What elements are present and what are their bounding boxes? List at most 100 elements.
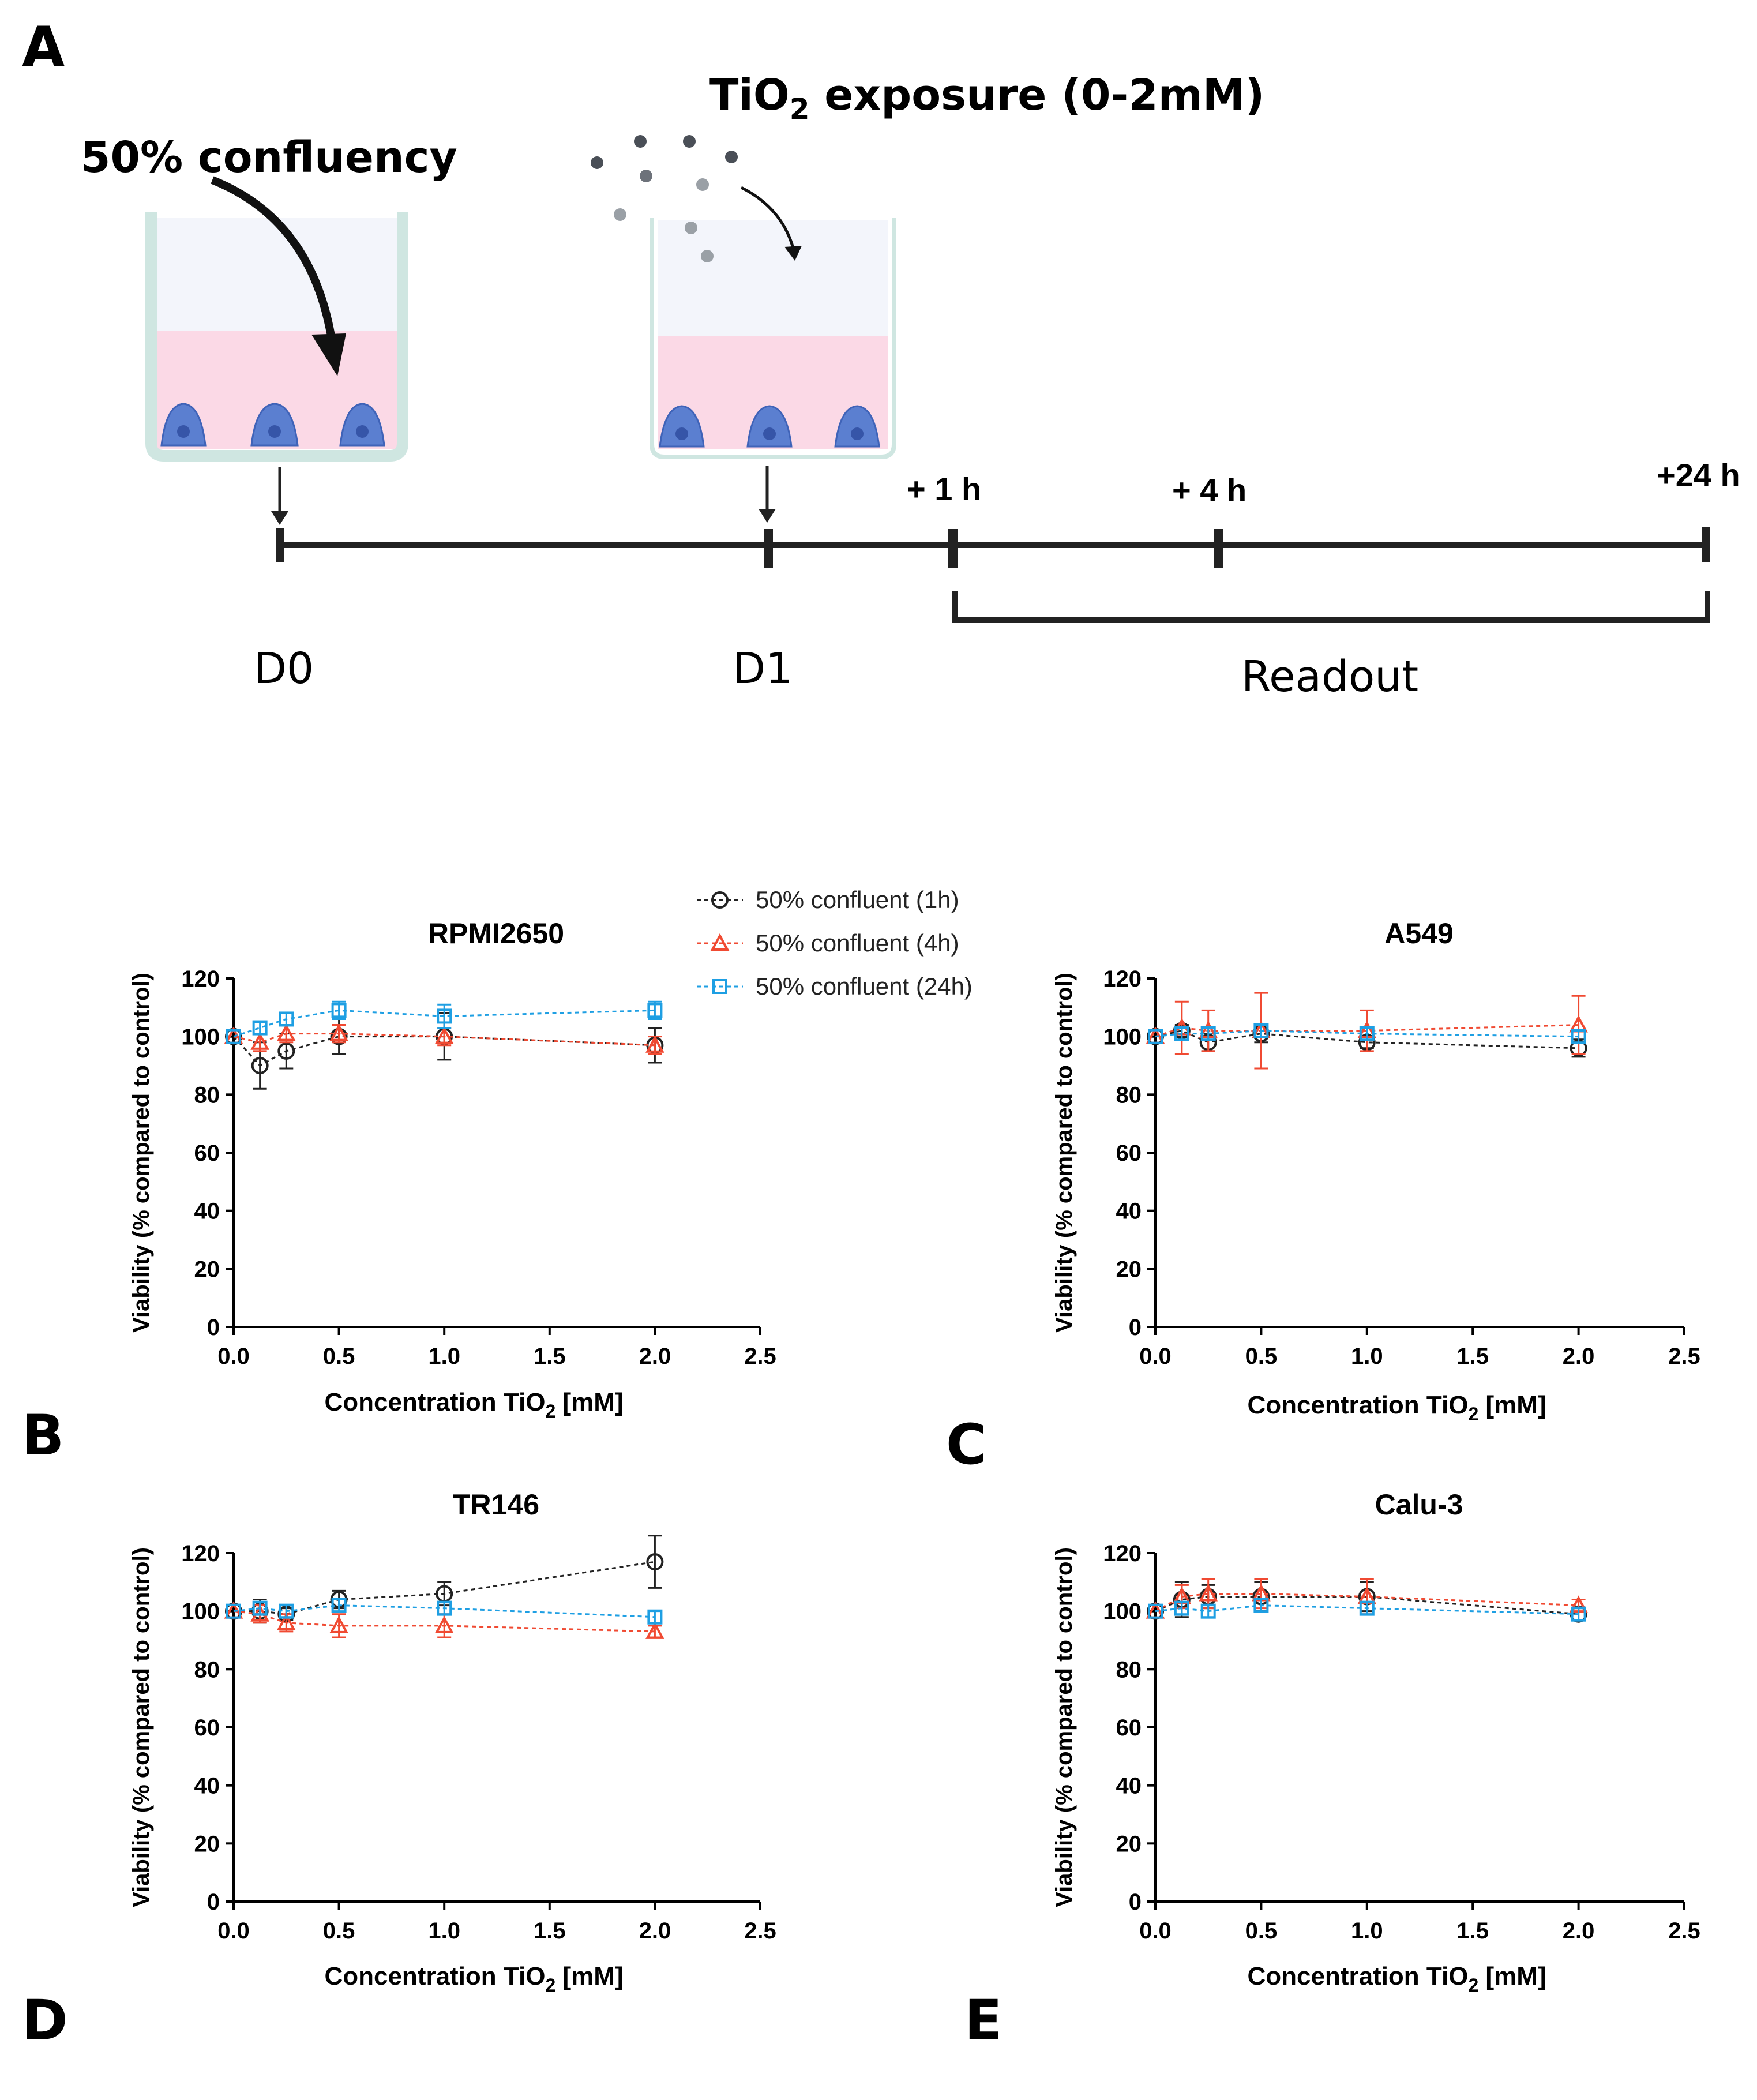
- data-point: [329, 1615, 348, 1633]
- data-point: [277, 1042, 295, 1060]
- data-point: [647, 1609, 663, 1625]
- data-point: [434, 1026, 454, 1044]
- readout-label: Readout: [1241, 652, 1419, 702]
- cell-nucleus: [851, 427, 864, 440]
- cell: [659, 405, 705, 448]
- cells: [659, 405, 880, 448]
- data-point: [437, 1600, 452, 1616]
- x-tick-label: 1.5: [534, 1344, 566, 1369]
- exposure-label-prefix: TiO: [709, 70, 790, 120]
- exposure-label-sub: 2: [789, 92, 810, 126]
- x-tick-label: 2.5: [1668, 1344, 1700, 1369]
- exposure-label-suffix: exposure (0-2mM): [809, 70, 1265, 120]
- series-2: [226, 1000, 663, 1044]
- particle: [696, 178, 709, 191]
- data-point: [1174, 1026, 1189, 1041]
- y-axis-label: Viability (% compared to control): [1052, 1547, 1077, 1907]
- data-point: [1571, 1029, 1586, 1044]
- day-d0-label: D0: [254, 644, 314, 693]
- x-tick-label: 0.0: [217, 1918, 250, 1944]
- chart-tr146: TR146 0 20 40 60 80 100 120 0.0 0.5 1.0 1.5 2.0 2.5 Co…: [129, 1488, 776, 1996]
- series-2: [226, 1597, 663, 1625]
- x-tick-label: 0.0: [1139, 1344, 1172, 1369]
- x-tick-label: 2.0: [639, 1918, 671, 1944]
- well-medium-top: [157, 218, 397, 331]
- panel-letter-d: D: [22, 1988, 68, 2053]
- y-tick-label: 100: [181, 1599, 220, 1625]
- cells: [160, 403, 385, 447]
- x-tick-label: 1.0: [428, 1344, 460, 1369]
- particle: [725, 151, 738, 163]
- series-line: [1155, 1030, 1579, 1049]
- x-tick-label: 1.5: [1456, 1344, 1489, 1369]
- x-tick-label: 0.5: [1245, 1344, 1278, 1369]
- cell-nucleus: [763, 427, 776, 440]
- cell-nucleus: [177, 425, 190, 438]
- data-point: [1359, 1600, 1375, 1616]
- x-axis-label-prefix: Concentration TiO: [324, 1388, 545, 1416]
- data-point: [647, 1003, 663, 1018]
- chart-title: Calu-3: [1375, 1488, 1463, 1521]
- day-d1-label: D1: [733, 644, 793, 693]
- y-tick-label: 40: [194, 1199, 220, 1224]
- y-tick-label: 40: [194, 1773, 220, 1799]
- timeline: [271, 466, 1710, 623]
- tio2-particles: [591, 135, 738, 262]
- cell-nucleus: [675, 427, 688, 440]
- data-point: [251, 1057, 269, 1074]
- y-axis-label: Viability (% compared to control): [129, 973, 154, 1333]
- x-axis-label: Concentration TiO2 [mM]: [1247, 1391, 1546, 1424]
- y-tick-label: 20: [194, 1257, 220, 1282]
- cell: [339, 403, 385, 447]
- x-tick-label: 1.5: [534, 1918, 566, 1944]
- x-axis-label-suffix: [mM]: [555, 1962, 623, 1990]
- y-tick-label: 120: [1103, 966, 1142, 992]
- y-tick-label: 120: [181, 966, 220, 992]
- data-point: [226, 1603, 241, 1619]
- data-point: [437, 1008, 452, 1024]
- x-tick-label: 2.5: [744, 1918, 776, 1944]
- series-line: [1155, 1604, 1579, 1615]
- data-point: [645, 1035, 664, 1053]
- arrowhead-icon: [759, 509, 776, 523]
- y-tick-label: 100: [181, 1025, 220, 1050]
- cell: [834, 405, 880, 448]
- data-point: [434, 1615, 454, 1633]
- y-tick-label: 100: [1103, 1599, 1142, 1625]
- exposure-label: TiO2 exposure (0-2mM): [709, 74, 1264, 123]
- chart-a549: A549 0 20 40 60 80 100 120 0.0 0.5 1.0 1.5 2.0 2.5 Con…: [1052, 917, 1700, 1424]
- data-point: [1253, 1597, 1269, 1613]
- data-point: [1148, 1603, 1163, 1619]
- data-point: [1253, 1023, 1269, 1038]
- data-point: [1174, 1600, 1189, 1616]
- x-tick-label: 1.0: [1351, 1344, 1383, 1369]
- legend-marker-triangle: [710, 933, 730, 951]
- cell-nucleus: [268, 425, 281, 438]
- panel-letter-c: C: [946, 1412, 987, 1477]
- x-tick-label: 2.0: [1563, 1344, 1595, 1369]
- data-point: [1359, 1026, 1375, 1041]
- legend-label: 50% confluent (24h): [756, 973, 973, 1000]
- x-axis-label-sub: 2: [545, 1975, 555, 1996]
- panel-letter-b: B: [22, 1403, 65, 1468]
- arrowhead-icon: [784, 246, 802, 261]
- legend-label: 50% confluent (4h): [756, 929, 959, 957]
- panel-letter-e: E: [964, 1988, 1003, 2053]
- chart-title: TR146: [453, 1488, 539, 1521]
- series-line: [233, 1033, 655, 1047]
- x-tick-label: 1.5: [1456, 1918, 1489, 1944]
- data-point: [1148, 1029, 1163, 1044]
- y-tick-label: 20: [1116, 1831, 1142, 1857]
- y-tick-label: 20: [194, 1831, 220, 1857]
- y-tick-label: 0: [207, 1889, 220, 1915]
- particle: [683, 135, 696, 148]
- y-tick-label: 60: [194, 1715, 220, 1741]
- data-point: [276, 1023, 296, 1041]
- x-axis-label: Concentration TiO2 [mM]: [324, 1388, 623, 1422]
- particle: [685, 222, 697, 234]
- y-tick-label: 120: [181, 1541, 220, 1566]
- chart-title: A549: [1384, 917, 1454, 950]
- x-tick-label: 2.5: [744, 1344, 776, 1369]
- data-point: [252, 1020, 268, 1036]
